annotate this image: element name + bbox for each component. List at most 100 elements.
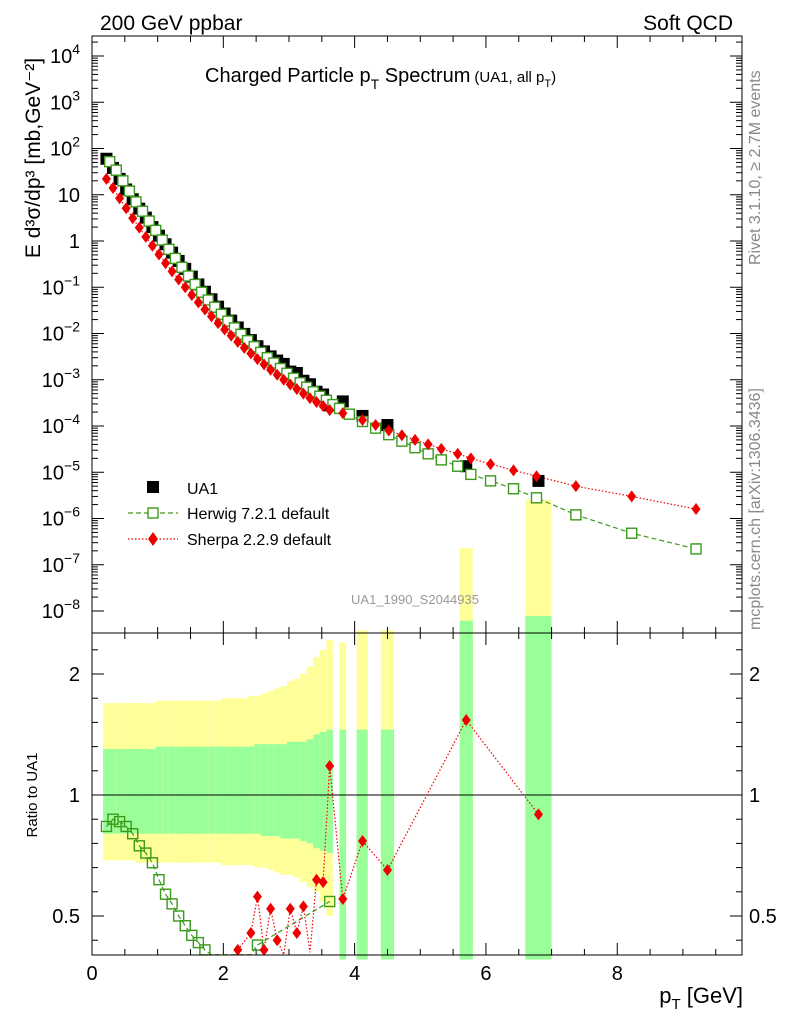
- ratio-band-inner: [214, 746, 222, 834]
- ratio-series: [100, 713, 543, 957]
- lower-axis-ticks: 0 2 4 6 8 0.5 0.5 1 1 2 2: [52, 633, 777, 985]
- sherpa-point: [312, 396, 322, 409]
- sherpa-point: [187, 288, 197, 301]
- sherpa-point: [108, 181, 118, 194]
- y-tick-label: 10−1: [42, 272, 80, 299]
- sherpa-point: [305, 392, 315, 405]
- herwig-ratio-point: [153, 874, 165, 886]
- y-tick-exp: −5: [64, 457, 80, 473]
- sherpa-point: [134, 221, 144, 234]
- sherpa-line: [105, 178, 697, 510]
- x-tick-label: 0: [86, 963, 97, 985]
- y-tick-base: 10: [42, 324, 64, 346]
- y-tick-label: 1: [69, 231, 80, 253]
- sherpa-point: [298, 387, 308, 400]
- ratio-band-inner: [227, 746, 235, 834]
- y-tick-label: 10−4: [42, 411, 80, 438]
- y-tick-label: 10−8: [42, 596, 80, 623]
- chart-title: Charged Particle pT Spectrum (UA1, all pT…: [205, 65, 556, 92]
- ratio-tick-label: 0.5: [52, 906, 80, 928]
- ratio-band-inner: [459, 620, 473, 960]
- ratio-band-inner: [175, 746, 182, 834]
- y-tick-exp: 4: [72, 41, 80, 57]
- herwig-point: [202, 294, 214, 306]
- ratio-band-inner: [195, 746, 202, 834]
- ratio-tick-label-right: 1: [749, 785, 760, 807]
- sherpa-point: [128, 212, 138, 225]
- ratio-band-inner: [380, 729, 395, 960]
- y-tick-base: 10: [42, 462, 64, 484]
- herwig-point: [228, 322, 241, 334]
- rivet-label: Rivet 3.1.10, ≥ 2.7M events: [747, 70, 764, 265]
- ratio-band-inner: [267, 744, 274, 837]
- sherpa-ratio-point: [259, 943, 269, 956]
- sherpa-point: [279, 373, 289, 386]
- y-tick-label: 10−2: [42, 319, 80, 346]
- lower-plot-frame: [91, 632, 743, 956]
- legend-marker-ua1: [147, 481, 159, 493]
- sherpa-ratio-point: [252, 890, 262, 903]
- ratio-band-inner: [135, 749, 143, 834]
- sherpa-ratio-point: [285, 902, 295, 915]
- sherpa-point: [220, 323, 230, 336]
- herwig-point: [130, 196, 142, 208]
- sherpa-point: [266, 363, 276, 376]
- sherpa-ratio-point: [461, 713, 471, 726]
- herwig-point: [248, 340, 260, 353]
- sherpa-point: [200, 303, 210, 316]
- x-tick-label: 2: [218, 963, 229, 985]
- sherpa-point: [272, 368, 282, 381]
- sherpa-ratio-point: [338, 893, 348, 906]
- y-tick-exp: 3: [72, 87, 80, 103]
- sherpa-point: [252, 353, 262, 366]
- ratio-band-inner: [181, 746, 189, 834]
- header-left: 200 GeV ppbar: [100, 12, 242, 35]
- ratio-tick-label-right: 0.5: [749, 906, 777, 928]
- y-tick-label: 104: [50, 41, 80, 68]
- title-note-end: ): [551, 69, 556, 86]
- sherpa-point: [371, 419, 381, 432]
- herwig-ratio-point: [107, 813, 119, 825]
- herwig-ratio-point: [127, 828, 139, 840]
- sherpa-point: [239, 341, 249, 354]
- mcplots-label: mcplots.cern.ch [arXiv:1306.3436]: [747, 388, 764, 630]
- herwig-ratio-point: [140, 847, 152, 859]
- ratio-band-inner: [142, 749, 150, 834]
- ratio-band-inner: [313, 734, 320, 849]
- y-tick-base: 10: [42, 416, 64, 438]
- ratio-axis-label: Ratio to UA1: [24, 752, 41, 837]
- herwig-point: [110, 164, 122, 176]
- herwig-point: [507, 483, 520, 495]
- sherpa-point: [141, 230, 151, 243]
- ratio-band-inner: [339, 729, 347, 960]
- sherpa-point: [233, 335, 243, 348]
- sherpa-point: [180, 281, 190, 294]
- legend: UA1 Herwig 7.2.1 default Sherpa 2.2.9 de…: [128, 481, 332, 549]
- header-right: Soft QCD: [643, 12, 733, 35]
- y-tick-base: 10: [42, 370, 64, 392]
- sherpa-ratio-point: [246, 926, 256, 939]
- ratio-tick-label-right: 2: [749, 664, 760, 686]
- ratio-band-inner: [247, 746, 255, 834]
- sherpa-point: [147, 239, 157, 252]
- sherpa-ratio-point: [272, 934, 282, 947]
- ratio-band-inner: [241, 746, 248, 834]
- sherpa-point: [285, 378, 295, 391]
- herwig-point: [215, 308, 228, 321]
- x-tick-label: 6: [480, 963, 491, 985]
- sherpa-point: [325, 404, 335, 417]
- ratio-band-inner: [221, 746, 228, 834]
- y-tick-exp: −6: [64, 504, 80, 520]
- sherpa-point: [531, 470, 541, 483]
- sherpa-point: [453, 447, 463, 460]
- y-tick-label: 10−3: [42, 365, 80, 392]
- sherpa-point: [154, 248, 164, 261]
- sherpa-point: [318, 400, 328, 413]
- y-tick-exp: −3: [64, 365, 80, 381]
- ratio-band-inner: [109, 749, 117, 834]
- herwig-point: [570, 509, 582, 521]
- x-label-sub: T: [671, 996, 680, 1013]
- herwig-point: [176, 261, 188, 273]
- sherpa-point: [358, 413, 368, 426]
- ratio-band-inner: [306, 739, 314, 844]
